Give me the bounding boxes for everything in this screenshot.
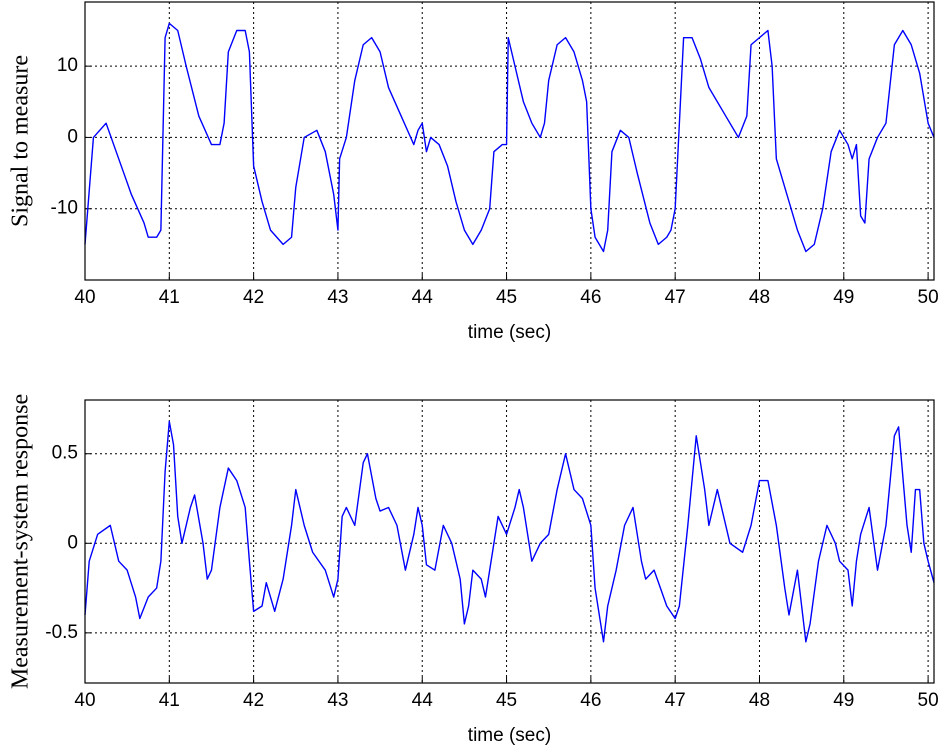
x-tick-label: 42: [243, 690, 264, 711]
x-tick-label: 44: [412, 690, 434, 711]
x-tick-label: 43: [327, 287, 348, 308]
signal-line: [84, 420, 935, 643]
x-tick-label: 42: [243, 287, 264, 308]
y-tick-label: -0.5: [45, 622, 78, 643]
x-tick-label: 49: [833, 287, 854, 308]
x-tick-label: 45: [496, 287, 517, 308]
x-tick-label: 48: [749, 690, 770, 711]
y-tick-label: 0: [67, 532, 78, 553]
x-tick-label: 40: [74, 287, 95, 308]
x-tick-label: 40: [74, 690, 95, 711]
x-tick-label: 47: [665, 287, 686, 308]
plot-area: [85, 400, 934, 683]
y-tick-label: 0: [67, 126, 78, 147]
x-tick-label: 49: [833, 690, 854, 711]
y-tick-label: -10: [51, 198, 78, 219]
plot-area: [85, 2, 934, 280]
x-axis-label: time (sec): [468, 322, 551, 343]
x-tick-label: 46: [580, 287, 601, 308]
y-axis-label: Signal to measure: [8, 55, 34, 227]
x-tick-label: 45: [496, 690, 517, 711]
x-tick-label: 43: [327, 690, 348, 711]
axes-box: [84, 1, 935, 281]
x-tick-label: 44: [412, 287, 434, 308]
axes-box: [84, 399, 935, 684]
x-tick-label: 47: [665, 690, 686, 711]
x-axis-label: time (sec): [468, 725, 551, 746]
y-tick-label: 10: [57, 55, 78, 76]
signal-line: [84, 22, 935, 253]
x-tick-label: 50: [918, 690, 939, 711]
x-tick-label: 48: [749, 287, 770, 308]
x-tick-label: 41: [159, 287, 180, 308]
x-tick-label: 50: [918, 287, 939, 308]
y-tick-label: 0.5: [52, 443, 78, 464]
x-tick-label: 41: [159, 690, 180, 711]
x-tick-label: 46: [580, 690, 601, 711]
y-axis-label: Measurement-system response: [8, 394, 34, 689]
